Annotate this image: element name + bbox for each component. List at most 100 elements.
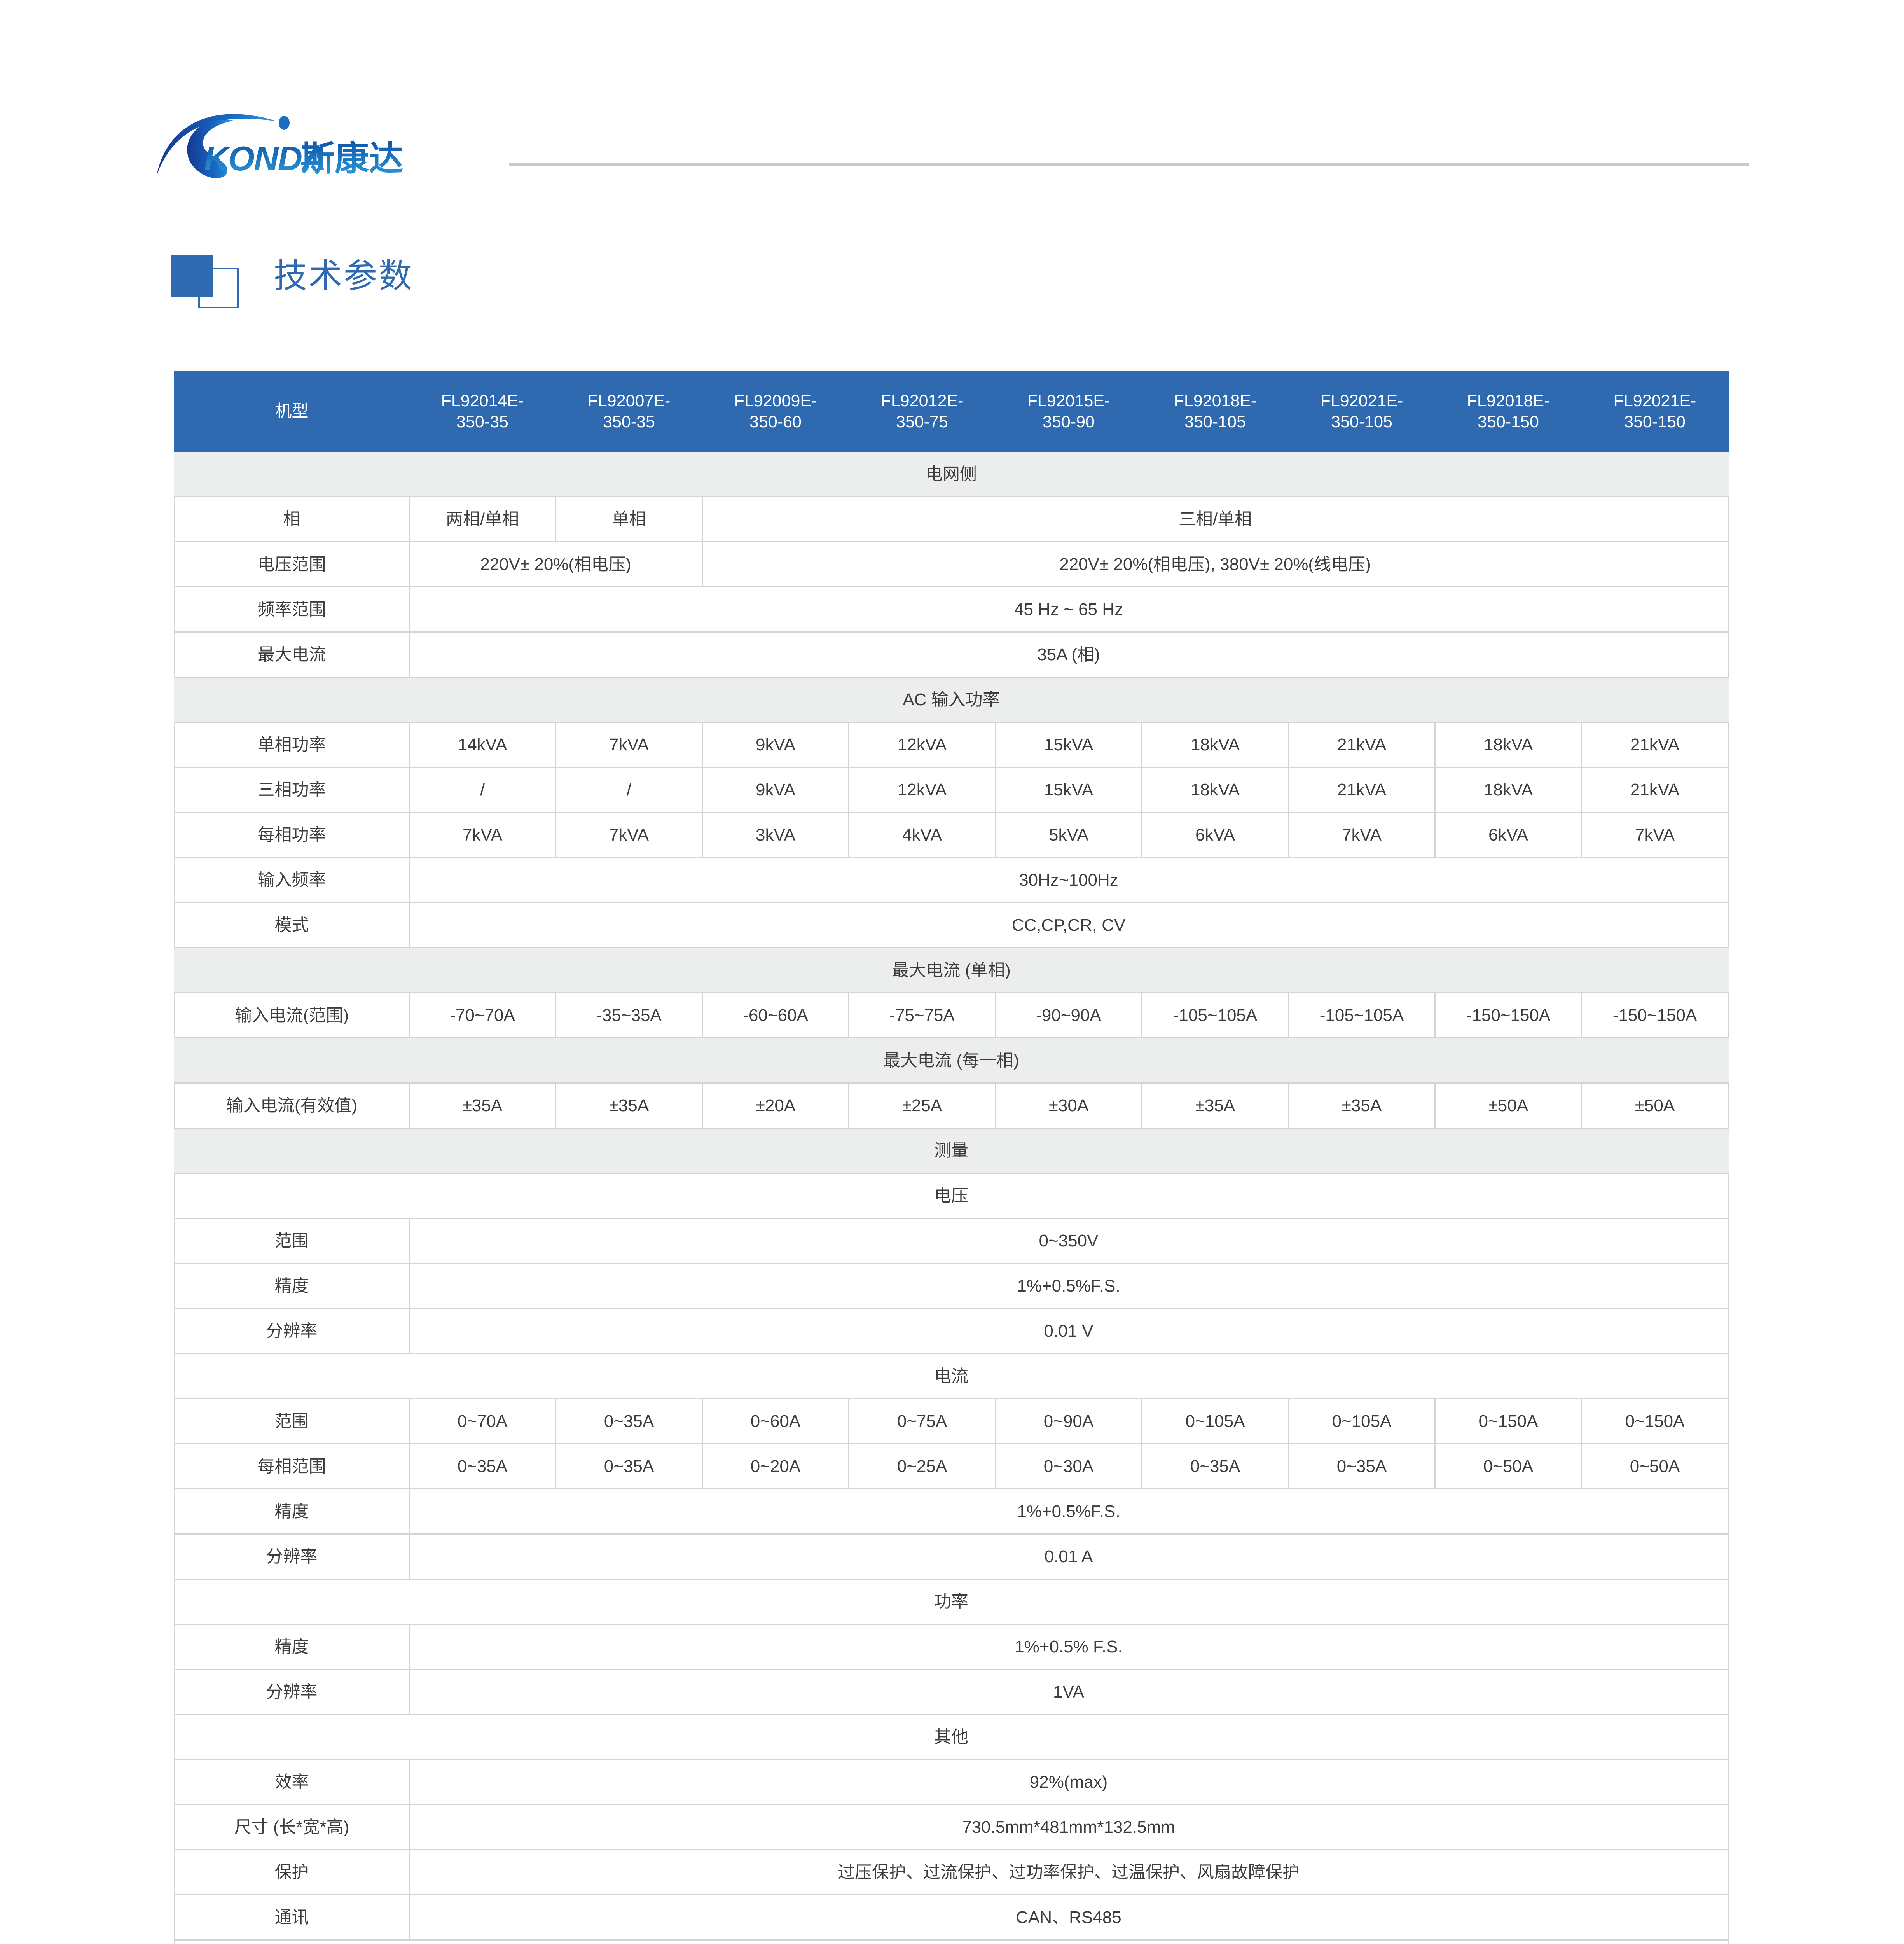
row-label-per-phase-power: 每相功率 <box>174 812 410 858</box>
cell-single-phase-power-3: 12kVA <box>848 722 996 768</box>
header-cell-model-6: FL92021E- 350-105 <box>1288 371 1436 452</box>
cell-single-phase-power-7: 18kVA <box>1434 722 1582 768</box>
cell-power-meas-accuracy: 1%+0.5% F.S. <box>409 1624 1729 1670</box>
row-label-voltage-meas-resolution: 分辨率 <box>174 1308 410 1354</box>
cell-current-meas-range-5: 0~105A <box>1141 1398 1289 1444</box>
svg-text:KONDA: KONDA <box>204 139 326 178</box>
section-title-text: 技术参数 <box>274 257 414 295</box>
table-row-voltage-meas-resolution: 分辨率 0.01 V <box>174 1308 1729 1354</box>
table-row-measurement-power-header: 功率 <box>174 1579 1729 1625</box>
group-row-grid-side: 电网侧 <box>174 451 1729 497</box>
cell-current-meas-range-8: 0~150A <box>1581 1398 1729 1444</box>
cell-voltage-range-left: 220V± 20%(相电压) <box>409 541 703 587</box>
header-cell-model-7: FL92018E- 350-150 <box>1434 371 1582 452</box>
header-divider <box>509 163 1749 166</box>
cell-single-phase-power-1: 7kVA <box>555 722 703 768</box>
cell-single-phase-power-8: 21kVA <box>1581 722 1729 768</box>
cell-current-per-phase-0: 0~35A <box>409 1443 556 1489</box>
header-cell-model: 机型 <box>174 371 410 452</box>
group-label-other: 其他 <box>174 1714 1729 1760</box>
row-label-voltage-range: 电压范围 <box>174 541 410 587</box>
cell-three-phase-power-3: 12kVA <box>848 767 996 813</box>
table-row-input-frequency: 输入频率 30Hz~100Hz <box>174 857 1729 903</box>
row-label-three-phase-power: 三相功率 <box>174 767 410 813</box>
cell-protection: 过压保护、过流保护、过功率保护、过温保护、风扇故障保护 <box>409 1849 1729 1895</box>
row-label-power-meas-resolution: 分辨率 <box>174 1669 410 1715</box>
table-row-three-phase-power: 三相功率 / / 9kVA 12kVA 15kVA 18kVA 21kVA 18… <box>174 767 1729 813</box>
row-label-mode: 模式 <box>174 902 410 948</box>
table-row-input-current-rms: 输入电流(有效值) ±35A ±35A ±20A ±25A ±30A ±35A … <box>174 1082 1729 1129</box>
table-row-protection: 保护 过压保护、过流保护、过功率保护、过温保护、风扇故障保护 <box>174 1849 1729 1895</box>
row-label-input-current-range: 输入电流(范围) <box>174 992 410 1038</box>
table-row-power-meas-resolution: 分辨率 1VA <box>174 1669 1729 1715</box>
cell-per-phase-power-1: 7kVA <box>555 812 703 858</box>
table-row-phase: 相 两相/单相 单相 三相/单相 <box>174 496 1729 542</box>
cell-phase-0: 两相/单相 <box>409 496 556 542</box>
cell-per-phase-power-2: 3kVA <box>702 812 849 858</box>
specification-table: 机型 FL92014E- 350-35 FL92007E- 350-35 FL9… <box>174 371 1729 1944</box>
cell-current-per-phase-4: 0~30A <box>995 1443 1142 1489</box>
row-label-voltage-meas-range: 范围 <box>174 1218 410 1264</box>
row-label-max-current: 最大电流 <box>174 631 410 678</box>
group-row-ac-input-power: AC 输入功率 <box>174 677 1729 723</box>
table-row-single-phase-power: 单相功率 14kVA 7kVA 9kVA 12kVA 15kVA 18kVA 2… <box>174 722 1729 768</box>
header-cell-model-3: FL92012E- 350-75 <box>848 371 996 452</box>
cell-three-phase-power-2: 9kVA <box>702 767 849 813</box>
cell-per-phase-power-0: 7kVA <box>409 812 556 858</box>
row-label-current-meas-range: 范围 <box>174 1398 410 1444</box>
cell-three-phase-power-0: / <box>409 767 556 813</box>
cell-current-per-phase-1: 0~35A <box>555 1443 703 1489</box>
cell-current-per-phase-3: 0~25A <box>848 1443 996 1489</box>
cell-per-phase-power-8: 7kVA <box>1581 812 1729 858</box>
cell-current-meas-range-3: 0~75A <box>848 1398 996 1444</box>
table-row-voltage-meas-accuracy: 精度 1%+0.5%F.S. <box>174 1263 1729 1309</box>
table-row-current-meas-resolution: 分辨率 0.01 A <box>174 1533 1729 1580</box>
group-label-grid-side: 电网侧 <box>174 451 1729 497</box>
cell-three-phase-power-6: 21kVA <box>1288 767 1436 813</box>
table-row-dimensions: 尺寸 (长*宽*高) 730.5mm*481mm*132.5mm <box>174 1804 1729 1850</box>
cell-current-meas-resolution: 0.01 A <box>409 1533 1729 1580</box>
cell-frequency-range: 45 Hz ~ 65 Hz <box>409 586 1729 633</box>
row-label-phase: 相 <box>174 496 410 542</box>
table-row-current-meas-range: 范围 0~70A 0~35A 0~60A 0~75A 0~90A 0~105A … <box>174 1398 1729 1444</box>
solid-square-icon <box>171 255 213 297</box>
cell-per-phase-power-7: 6kVA <box>1434 812 1582 858</box>
cell-current-per-phase-8: 0~50A <box>1581 1443 1729 1489</box>
skonda-logo-icon: KONDA 斯康达 <box>157 114 403 178</box>
cell-input-frequency: 30Hz~100Hz <box>409 857 1729 903</box>
cell-mode: CC,CP,CR, CV <box>409 902 1729 948</box>
cell-dimensions: 730.5mm*481mm*132.5mm <box>409 1804 1729 1850</box>
cell-efficiency: 92%(max) <box>409 1759 1729 1805</box>
header-cell-model-4: FL92015E- 350-90 <box>995 371 1142 452</box>
row-label-voltage-meas-accuracy: 精度 <box>174 1263 410 1309</box>
subgroup-label-voltage: 电压 <box>174 1173 1729 1219</box>
cell-single-phase-power-2: 9kVA <box>702 722 849 768</box>
cell-voltage-meas-accuracy: 1%+0.5%F.S. <box>409 1263 1729 1309</box>
brand-logo: KONDA 斯康达 <box>154 105 465 194</box>
header-cell-model-8: FL92021E- 350-150 <box>1581 371 1729 452</box>
row-label-protection: 保护 <box>174 1849 410 1895</box>
header-cell-model-5: FL92018E- 350-105 <box>1141 371 1289 452</box>
table-row-max-current: 最大电流 35A (相) <box>174 631 1729 678</box>
cell-per-phase-power-5: 6kVA <box>1141 812 1289 858</box>
table-row-other-header: 其他 <box>174 1714 1729 1760</box>
cell-input-current-range-5: -105~105A <box>1141 992 1289 1038</box>
cell-single-phase-power-0: 14kVA <box>409 722 556 768</box>
group-label-max-current-each: 最大电流 (每一相) <box>174 1037 1729 1084</box>
table-row-voltage-meas-range: 范围 0~350V <box>174 1218 1729 1264</box>
subgroup-label-current: 电流 <box>174 1353 1729 1399</box>
cell-max-current: 35A (相) <box>409 631 1729 678</box>
cell-input-current-range-0: -70~70A <box>409 992 556 1038</box>
row-label-input-frequency: 输入频率 <box>174 857 410 903</box>
subgroup-label-power: 功率 <box>174 1579 1729 1625</box>
cell-current-meas-range-1: 0~35A <box>555 1398 703 1444</box>
cell-input-current-rms-2: ±20A <box>702 1082 849 1129</box>
row-label-current-meas-per-phase-range: 每相范围 <box>174 1443 410 1489</box>
cell-power-meas-resolution: 1VA <box>409 1669 1729 1715</box>
cell-voltage-meas-resolution: 0.01 V <box>409 1308 1729 1354</box>
table-row-input-current-range: 输入电流(范围) -70~70A -35~35A -60~60A -75~75A… <box>174 992 1729 1038</box>
row-label-current-meas-resolution: 分辨率 <box>174 1533 410 1580</box>
cell-input-current-rms-3: ±25A <box>848 1082 996 1129</box>
cell-per-phase-power-6: 7kVA <box>1288 812 1436 858</box>
cell-input-current-rms-7: ±50A <box>1434 1082 1582 1129</box>
